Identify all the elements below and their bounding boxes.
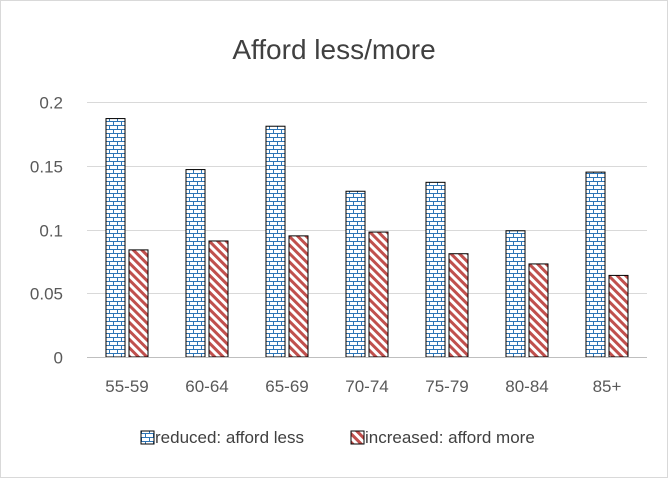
bar-reduced [345,190,366,358]
x-tick-label: 80-84 [505,377,548,396]
bar-reduced [425,181,446,358]
x-tick-label: 70-74 [345,377,388,396]
gridlines [87,102,647,294]
bar-increased [208,240,229,358]
bar-reduced [185,169,206,358]
legend-label-reduced: reduced: afford less [155,428,304,447]
bar-increased [128,249,149,358]
x-tick-label: 55-59 [105,377,148,396]
bar-increased [288,235,309,358]
bar-increased [528,263,549,358]
y-tick-label: 0 [54,349,63,368]
x-axis-ticks: 55-59 60-64 65-69 70-74 75-79 80-84 85+ [105,377,621,396]
chart-title: Afford less/more [232,34,435,65]
y-tick-label: 0.2 [39,94,63,113]
bar-reduced [105,118,126,358]
legend-swatch-increased [350,430,365,445]
x-tick-label: 65-69 [265,377,308,396]
x-tick-label: 75-79 [425,377,468,396]
legend-label-increased: increased: afford more [365,428,535,447]
y-tick-label: 0.1 [39,222,63,241]
bar-increased [448,253,469,358]
y-tick-label: 0.05 [30,285,63,304]
bar-increased [608,274,629,358]
bar-reduced [505,230,526,358]
bars [105,118,629,358]
bar-reduced [265,125,286,358]
x-tick-label: 85+ [593,377,622,396]
bar-increased [368,231,389,358]
y-axis-ticks: 0 0.05 0.1 0.15 0.2 [30,94,63,368]
legend-swatch-reduced [140,430,155,445]
y-tick-label: 0.15 [30,158,63,177]
x-tick-label: 60-64 [185,377,228,396]
legend: reduced: afford less increased: afford m… [140,428,535,447]
bar-reduced [585,171,606,358]
